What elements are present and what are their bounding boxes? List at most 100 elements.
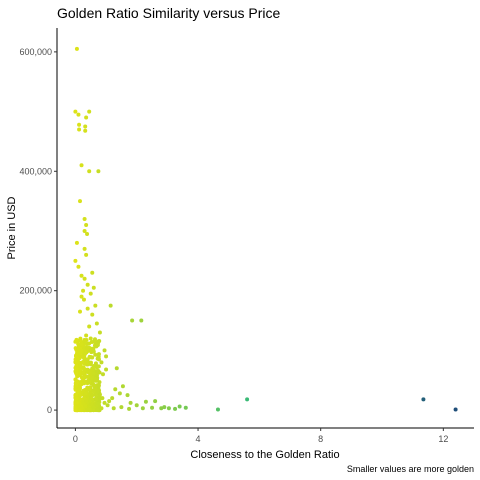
data-point [96,354,101,359]
data-point [73,408,78,413]
data-point [90,375,95,380]
data-point [94,321,99,326]
data-point [111,406,116,411]
data-point [87,169,92,174]
y-axis-ticks: 0 200,000 400,000 600,000 [19,47,57,415]
data-point [73,339,78,344]
y-tick-label: 400,000 [19,166,52,176]
data-point [77,408,82,413]
data-point [74,396,79,401]
data-point [89,340,94,345]
data-point [85,357,90,362]
data-point [76,346,81,351]
data-point [77,386,82,391]
data-point [74,240,79,245]
data-point [76,351,81,356]
data-point [91,383,96,388]
data-point [82,246,87,251]
y-tick-label: 600,000 [19,47,52,57]
data-point [93,303,98,308]
data-point [162,405,167,410]
data-point [76,342,81,347]
data-point [245,397,250,402]
data-point [95,343,100,348]
data-point [82,276,87,281]
data-point [84,223,89,228]
data-point [88,362,93,367]
data-point [78,393,82,398]
data-point [78,309,82,314]
data-point [107,399,112,404]
data-point [100,372,105,377]
data-point [74,370,79,375]
y-axis-title: Price in USD [6,196,18,259]
data-point [84,346,89,351]
data-point [74,381,79,386]
data-point [95,408,100,413]
data-point [87,109,92,114]
x-tick-label: 12 [438,434,448,444]
chart-caption: Smaller values are more golden [347,464,474,474]
data-point [90,312,95,317]
data-point [102,400,107,405]
data-point [93,387,98,392]
data-point [91,371,96,376]
data-point [96,339,101,344]
chart-title: Golden Ratio Similarity versus Price [57,5,281,21]
data-point [85,306,90,311]
x-axis-title: Closeness to the Golden Ratio [190,449,339,461]
data-point [119,405,124,410]
data-point [74,363,79,368]
data-point [130,318,135,323]
data-point [81,297,86,302]
data-point [78,199,82,204]
data-point [79,273,84,278]
data-point [173,406,178,411]
data-point [97,380,102,385]
data-point [79,353,84,358]
data-point [183,405,188,410]
data-point [96,357,101,362]
data-point [84,252,89,257]
data-point [74,367,79,372]
data-point [97,370,102,375]
data-point [87,380,92,385]
data-point [91,405,96,410]
x-tick-label: 8 [318,434,323,444]
data-point [79,163,84,168]
data-point [88,291,93,296]
data-point [104,367,109,372]
data-point [134,403,139,408]
data-point [96,169,101,174]
data-point [84,333,89,338]
data-point [166,406,171,411]
data-point [73,258,78,263]
data-point [102,348,107,353]
data-point [83,124,88,129]
data-point [77,338,82,343]
data-point [74,354,79,359]
data-point [78,349,83,354]
data-point [110,396,115,401]
data-point [80,360,85,365]
data-point [82,373,87,378]
data-point [81,365,86,370]
data-point [77,363,82,368]
data-point [80,375,85,380]
data-point [150,405,155,410]
data-point [82,217,87,222]
data-point [96,383,101,388]
x-tick-label: 0 [73,434,78,444]
data-point [125,393,130,398]
data-point [96,386,101,391]
data-point [100,396,105,401]
data-point [81,370,86,375]
data-point [159,406,164,411]
data-point [128,400,133,405]
data-point [88,336,93,341]
data-point [83,391,88,396]
data-point [91,285,96,290]
data-point [93,352,98,357]
data-point [82,228,87,233]
